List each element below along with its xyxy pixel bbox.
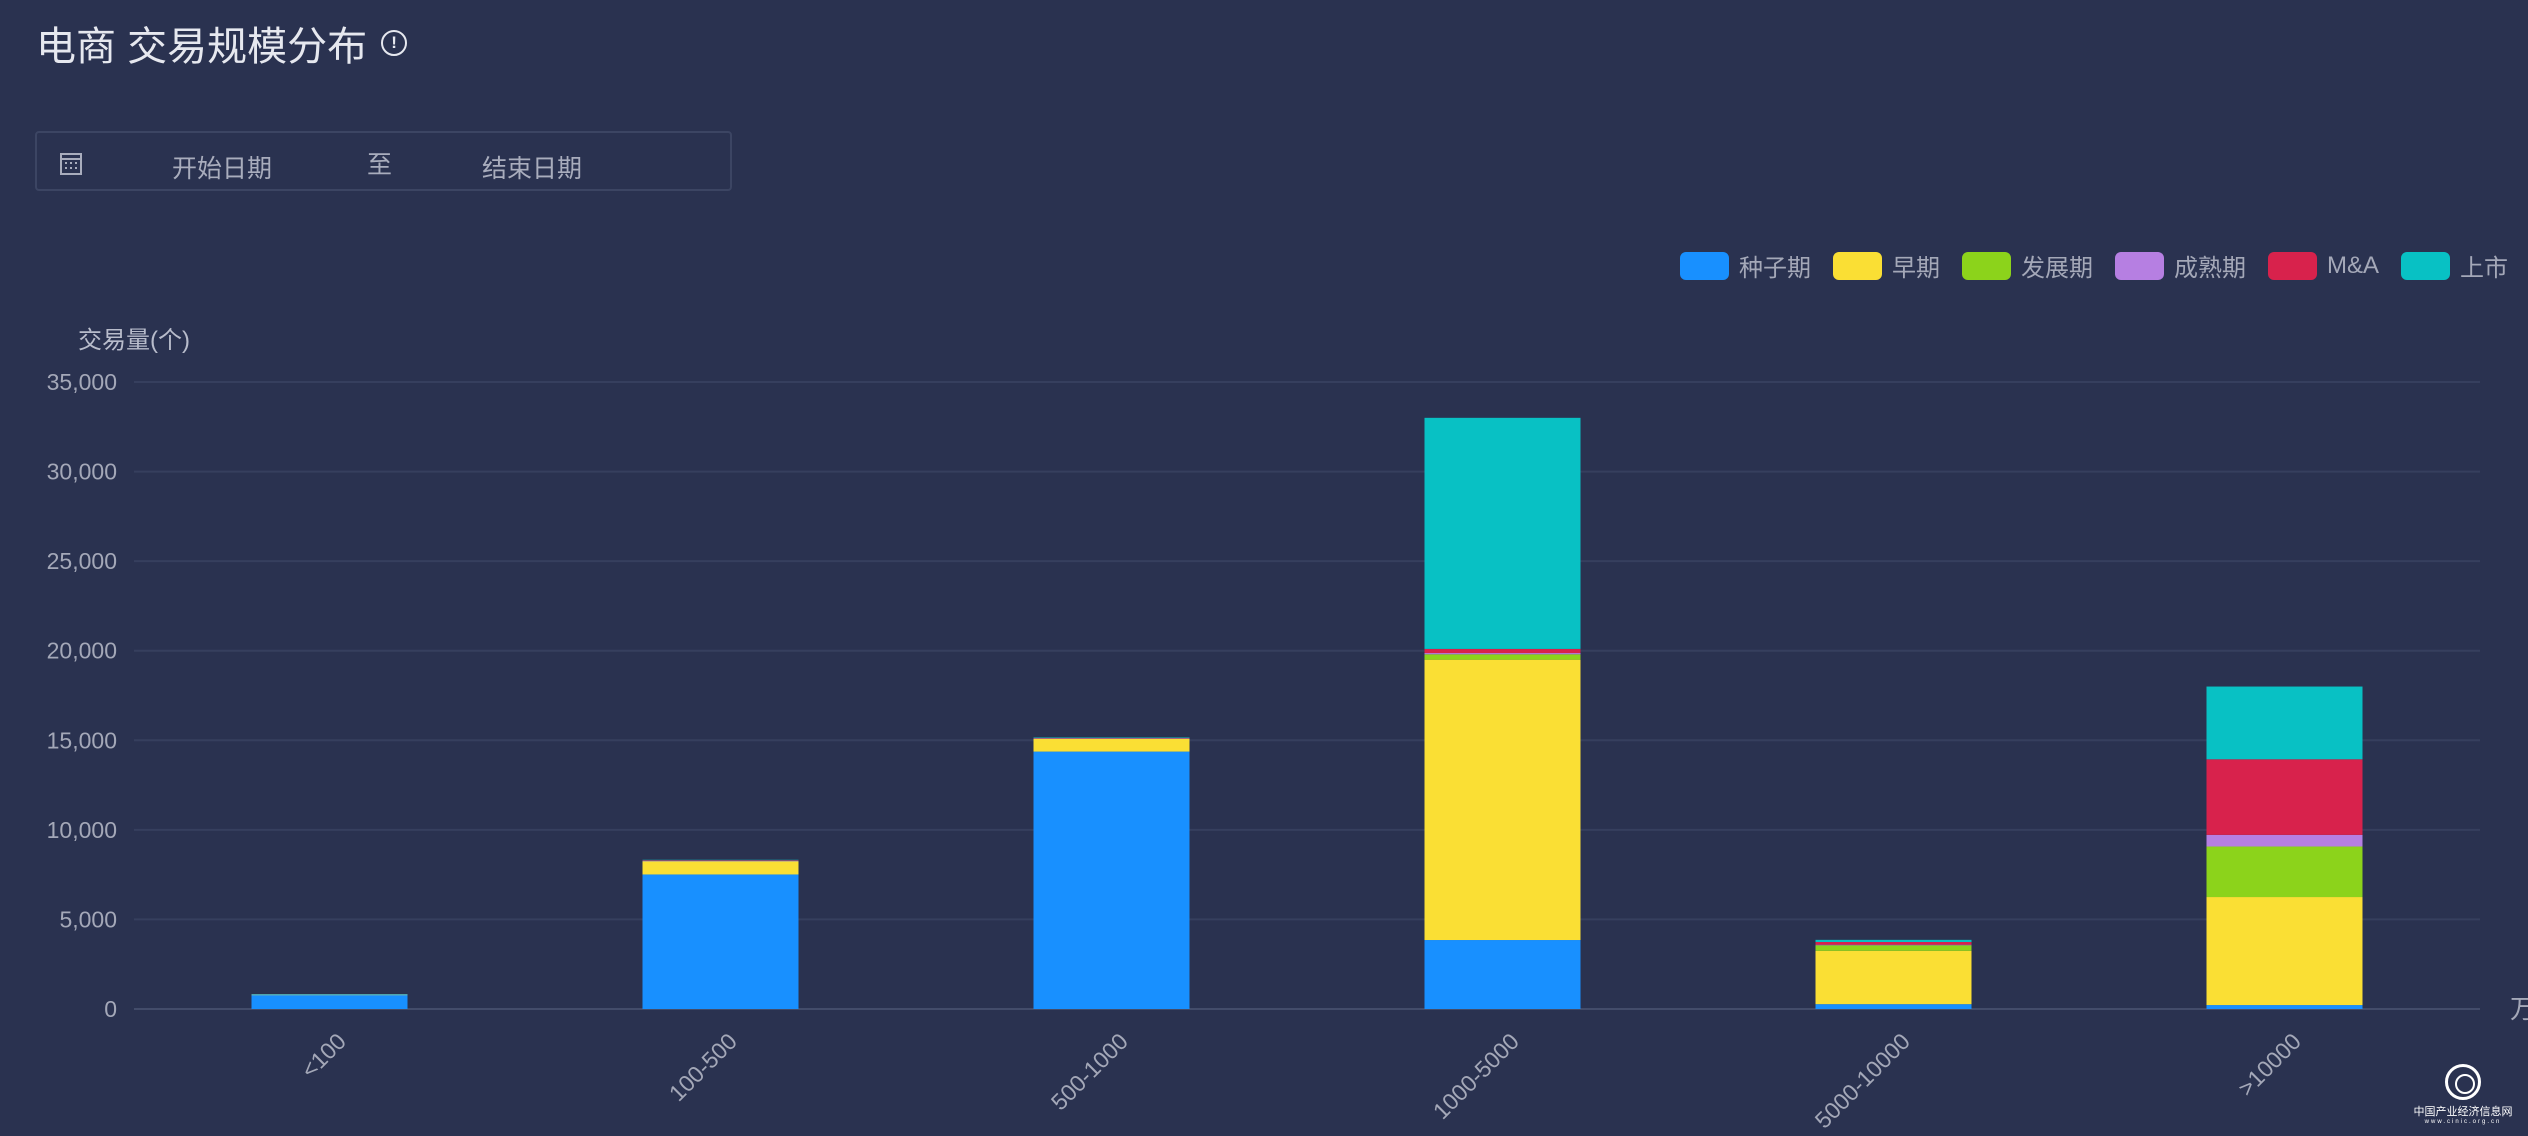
legend-label: 早期 <box>1891 255 1940 282</box>
bar-segment-2-3 <box>1033 738 1190 739</box>
x-axis-unit: 万 <box>2510 994 2528 1024</box>
legend-item[interactable]: 成熟期 <box>2114 248 2246 283</box>
x-tick-label: 100-500 <box>664 1028 742 1106</box>
bar-segment-1-1 <box>642 861 799 875</box>
bar-segment-5-0 <box>2206 1005 2363 1009</box>
bar-segment-5-3 <box>2206 834 2363 847</box>
bar-segment-5-1 <box>2206 897 2363 1006</box>
bar-segment-1-5 <box>642 859 799 861</box>
legend-label: 成熟期 <box>2173 255 2246 282</box>
watermark-url: www.cinic.org.cn <box>2424 1119 2502 1125</box>
end-date-input[interactable]: 结束日期 <box>482 155 583 183</box>
bar-segment-4-3 <box>1815 944 1972 946</box>
bar-segment-2-1 <box>1033 738 1190 752</box>
bar-segment-0-0 <box>251 994 408 1009</box>
legend-swatch <box>1961 251 2011 280</box>
legend-swatch <box>2114 251 2164 280</box>
bar-segment-2-4 <box>1033 737 1190 739</box>
legend-item[interactable]: 种子期 <box>1679 248 1811 283</box>
bar-segment-4-0 <box>1815 1004 1972 1009</box>
globe-logo-icon <box>2445 1064 2481 1100</box>
legend-item[interactable]: M&A <box>2267 251 2379 280</box>
page-title: 电商 交易规模分布 ! <box>36 14 408 72</box>
x-tick-label: 1000-5000 <box>1428 1028 1524 1124</box>
legend-label: M&A <box>2326 251 2379 279</box>
bar-segment-3-3 <box>1424 653 1581 655</box>
bar-segment-4-1 <box>1815 950 1972 1005</box>
bar-segment-1-4 <box>642 860 799 861</box>
x-tick-label: 5000-10000 <box>1810 1028 1915 1133</box>
legend-label: 上市 <box>2460 255 2508 282</box>
legend-item[interactable]: 早期 <box>1832 248 1940 283</box>
legend-swatch <box>1679 251 1729 280</box>
legend-item[interactable]: 上市 <box>2401 248 2508 283</box>
bar-segment-3-0 <box>1424 940 1581 1009</box>
info-circle-icon[interactable]: ! <box>381 30 408 56</box>
bar-segment-3-5 <box>1424 417 1581 649</box>
bar-segment-3-4 <box>1424 648 1581 654</box>
calendar-icon <box>60 153 82 175</box>
start-date-input[interactable]: 开始日期 <box>172 155 273 183</box>
y-tick-label: 35,000 <box>47 369 117 395</box>
bar-segment-0-1 <box>251 994 408 996</box>
bar-segment-5-5 <box>2206 686 2363 760</box>
watermark-name: 中国产业经济信息网 <box>2413 1106 2513 1118</box>
chart-legend: 种子期 早期 发展期 成熟期 M&A 上市 <box>1679 248 2508 283</box>
bar-segment-1-3 <box>642 860 799 862</box>
y-tick-label: 0 <box>104 996 117 1022</box>
y-tick-label: 25,000 <box>47 548 117 574</box>
bar-segment-4-5 <box>1815 939 1972 943</box>
bar-segment-4-4 <box>1815 942 1972 945</box>
y-tick-label: 10,000 <box>47 817 117 843</box>
legend-swatch <box>2267 251 2317 280</box>
legend-label: 种子期 <box>1738 255 1811 282</box>
y-axis-title: 交易量(个) <box>78 327 190 354</box>
y-tick-label: 15,000 <box>47 727 117 753</box>
bar-segment-1-0 <box>642 874 799 1009</box>
bar-segment-4-2 <box>1815 945 1972 951</box>
date-range-picker[interactable]: 开始日期 至 结束日期 <box>35 131 732 191</box>
bar-segment-5-2 <box>2206 846 2363 898</box>
bar-segment-3-1 <box>1424 659 1581 941</box>
date-separator: 至 <box>367 151 393 179</box>
x-tick-label: >10000 <box>2233 1028 2306 1101</box>
legend-item[interactable]: 发展期 <box>1961 248 2093 283</box>
title-text: 电商 交易规模分布 <box>36 25 368 69</box>
y-tick-label: 20,000 <box>47 638 117 664</box>
x-tick-label: <100 <box>296 1028 351 1083</box>
legend-swatch <box>1832 251 1882 280</box>
y-tick-label: 5,000 <box>59 906 117 932</box>
bar-segment-2-0 <box>1033 751 1190 1009</box>
bar-segment-5-4 <box>2206 759 2363 835</box>
legend-swatch <box>2401 251 2450 280</box>
bar-segment-3-2 <box>1424 654 1581 660</box>
legend-label: 发展期 <box>2020 255 2093 282</box>
watermark-logo: 中国产业经济信息网 www.cinic.org.cn <box>2408 1064 2518 1125</box>
bar-segment-0-5 <box>251 994 408 995</box>
y-tick-label: 30,000 <box>47 459 117 485</box>
x-tick-label: 500-1000 <box>1046 1028 1133 1115</box>
bar-segment-2-5 <box>1033 737 1190 738</box>
